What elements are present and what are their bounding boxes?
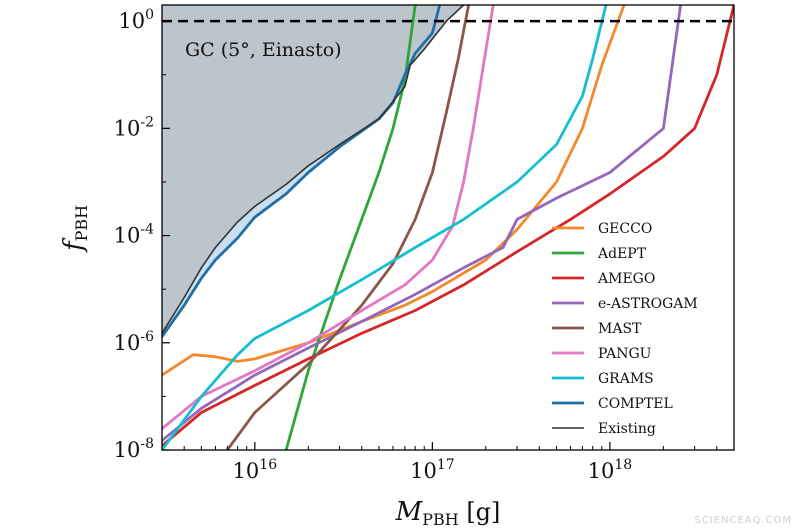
watermark: SCIENCEAQ.COM	[694, 515, 792, 526]
y-axis-label: fPBH	[59, 205, 91, 253]
legend-label-gecco: GECCO	[598, 221, 652, 237]
x-tick-label: 1016	[233, 457, 278, 483]
series-line-existing	[162, 5, 465, 335]
region-annotation: GC (5°, Einasto)	[185, 39, 342, 61]
series-line-pangu	[162, 5, 495, 431]
legend-label-grams: GRAMS	[598, 371, 654, 387]
series-line-grams	[162, 5, 608, 450]
legend-label-amego: AMEGO	[597, 271, 655, 287]
legend-label-pangu: PANGU	[598, 346, 652, 362]
legend-label-mast: MAST	[598, 321, 642, 337]
existing-excluded-region	[162, 5, 464, 334]
y-tick-label: 10-6	[114, 329, 154, 355]
legend-label-adept: AdEPT	[597, 246, 647, 262]
x-axis-label: MPBH [g]	[395, 497, 501, 529]
legend-label-existing: Existing	[598, 421, 656, 437]
axis-ticks: 1016 1017 1018 10-8 10-6 10-4 10-2 100	[114, 7, 735, 483]
y-tick-label: 10-8	[114, 436, 154, 462]
series-line-comptel	[162, 5, 442, 339]
plot-area	[162, 5, 734, 450]
series-line-gecco	[162, 5, 626, 377]
y-tick-label: 10-2	[114, 114, 154, 140]
legend: GECCO AdEPT AMEGO e-ASTROGAM MAST PANGU GRAMS C…	[552, 221, 698, 437]
y-tick-label: 100	[118, 7, 154, 33]
y-tick-label: 10-4	[114, 222, 154, 248]
x-tick-label: 1017	[410, 457, 455, 483]
series-line-mast	[225, 5, 471, 450]
legend-label-comptel: COMPTEL	[598, 396, 673, 412]
x-tick-label: 1018	[588, 457, 633, 483]
series-line-amego	[162, 5, 734, 448]
plot-frame	[161, 4, 735, 451]
series-line-e-astrogam	[162, 5, 682, 443]
legend-label-e-astrogam: e-ASTROGAM	[598, 296, 698, 312]
